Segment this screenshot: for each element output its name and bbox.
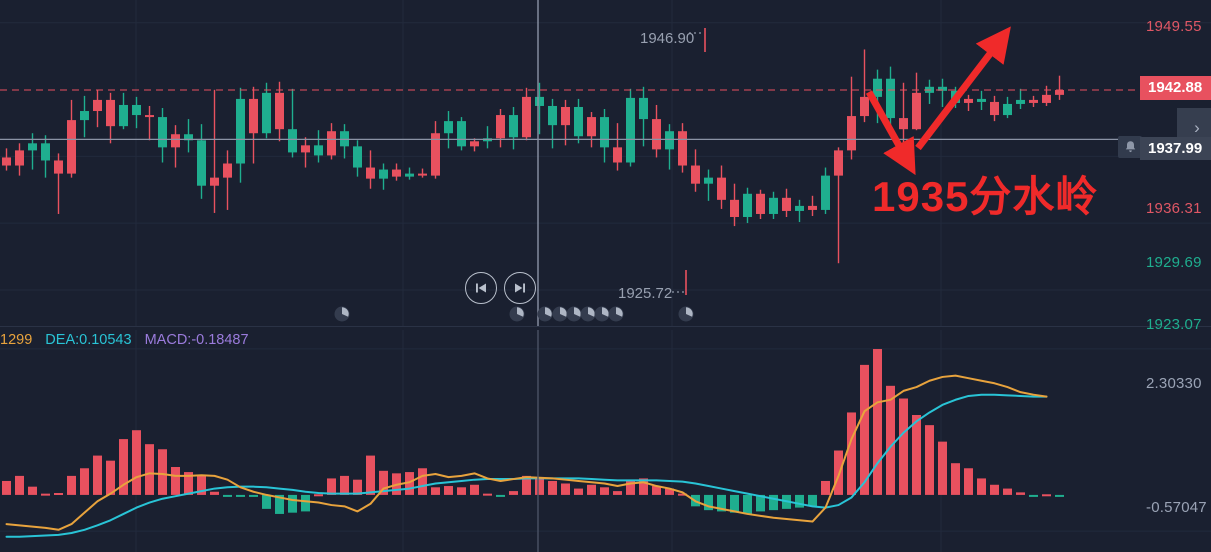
skip-forward-icon [515,283,525,293]
macd-indicator-pane[interactable] [0,330,1211,552]
price-chart-pane[interactable] [0,0,1211,326]
time-marker-clock-icon[interactable] [537,306,553,322]
crosshair-price-tag: 1937.99 [1140,137,1211,160]
skip-to-start-button[interactable] [465,272,497,304]
time-marker-clock-icon[interactable] [566,306,582,322]
time-marker-clock-icon[interactable] [552,306,568,322]
last-price-tag[interactable]: 1942.88 [1140,76,1211,100]
time-marker-clock-icon[interactable] [334,306,350,322]
time-marker-clock-icon[interactable] [580,306,596,322]
bell-icon [1125,141,1135,153]
pane-divider [0,326,1211,327]
chevron-right-icon[interactable]: › [1194,118,1200,137]
price-alert-bell-button[interactable] [1118,136,1142,158]
macd-plot [0,330,1211,552]
time-marker-clock-icon[interactable] [678,306,694,322]
time-marker-clock-icon[interactable] [509,306,525,322]
candlestick-plot [0,0,1211,326]
skip-back-icon [476,283,486,293]
time-marker-clock-icon[interactable] [594,306,610,322]
skip-to-end-button[interactable] [504,272,536,304]
time-marker-clock-icon[interactable] [608,306,624,322]
